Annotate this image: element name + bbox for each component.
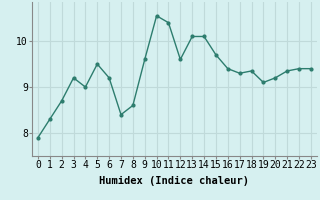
X-axis label: Humidex (Indice chaleur): Humidex (Indice chaleur) <box>100 176 249 186</box>
